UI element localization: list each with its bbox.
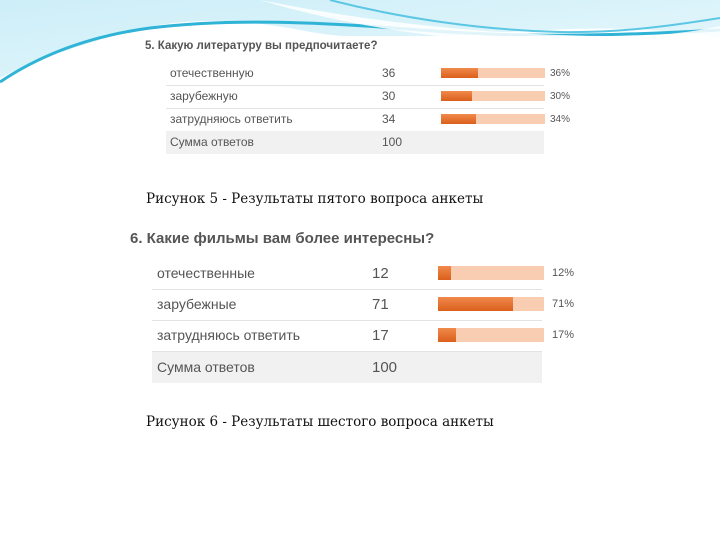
result-bar-fill <box>438 266 451 280</box>
figure-caption: Рисунок 6 - Результаты шестого вопроса а… <box>146 414 494 430</box>
question-title: 5. Какую литературу вы предпочитаете? <box>145 40 378 52</box>
answer-percent: 17% <box>552 329 575 341</box>
result-bar-track <box>438 266 544 280</box>
answer-percent: 36% <box>550 68 571 79</box>
result-bar-fill <box>438 297 514 311</box>
answer-percent: 12% <box>552 267 575 279</box>
question-title: 6. Какие фильмы вам более интересны? <box>130 230 435 247</box>
answer-count: 30 <box>382 89 396 103</box>
result-bar-track <box>441 91 545 101</box>
answer-count: 17 <box>372 327 389 344</box>
answer-label: затрудняюсь ответить <box>170 112 293 126</box>
result-bar-fill <box>438 328 457 342</box>
answer-label: затрудняюсь ответить <box>157 327 301 343</box>
answer-row: зарубежные 71 71% <box>152 289 574 321</box>
answer-percent: 30% <box>550 91 571 102</box>
header-wave-line-thin <box>329 0 720 34</box>
survey-result-q5: 5. Какую литературу вы предпочитаете? от… <box>140 36 600 162</box>
result-bar-track <box>438 328 544 342</box>
answer-percent: 34% <box>550 114 571 125</box>
answer-percent: 71% <box>552 298 575 310</box>
survey-result-q6: 6. Какие фильмы вам более интересны? оте… <box>124 222 600 392</box>
answer-row: затрудняюсь ответить 17 17% <box>152 320 574 352</box>
answer-label: зарубежные <box>157 296 237 312</box>
result-bar-track <box>441 68 545 78</box>
total-label: Сумма ответов <box>157 359 255 375</box>
answer-row: отечественные 12 12% <box>152 258 574 290</box>
total-count: 100 <box>382 135 403 149</box>
answer-count: 71 <box>372 296 389 313</box>
answer-row: отечественную 36 36% <box>166 62 570 86</box>
header-wave-line <box>0 20 720 84</box>
total-count: 100 <box>372 359 398 376</box>
header-wave-fill <box>0 0 720 78</box>
answer-row: затрудняюсь ответить 34 34% <box>166 108 570 132</box>
answer-count: 12 <box>372 265 389 282</box>
answer-label: зарубежную <box>170 89 238 103</box>
result-bar-fill <box>441 114 477 124</box>
answer-count: 36 <box>382 66 396 80</box>
result-bar-track <box>438 297 544 311</box>
answer-label: отечественную <box>170 66 254 80</box>
answer-row: зарубежную 30 30% <box>166 85 570 109</box>
answer-count: 34 <box>382 112 396 126</box>
total-row: Сумма ответов 100 <box>152 352 542 383</box>
answer-label: отечественные <box>157 265 255 281</box>
result-bar-track <box>441 114 545 124</box>
result-bar-fill <box>441 68 479 78</box>
total-row: Сумма ответов 100 <box>166 131 544 154</box>
total-label: Сумма ответов <box>170 135 254 149</box>
figure-caption: Рисунок 5 - Результаты пятого вопроса ан… <box>146 191 484 207</box>
result-bar-fill <box>441 91 473 101</box>
